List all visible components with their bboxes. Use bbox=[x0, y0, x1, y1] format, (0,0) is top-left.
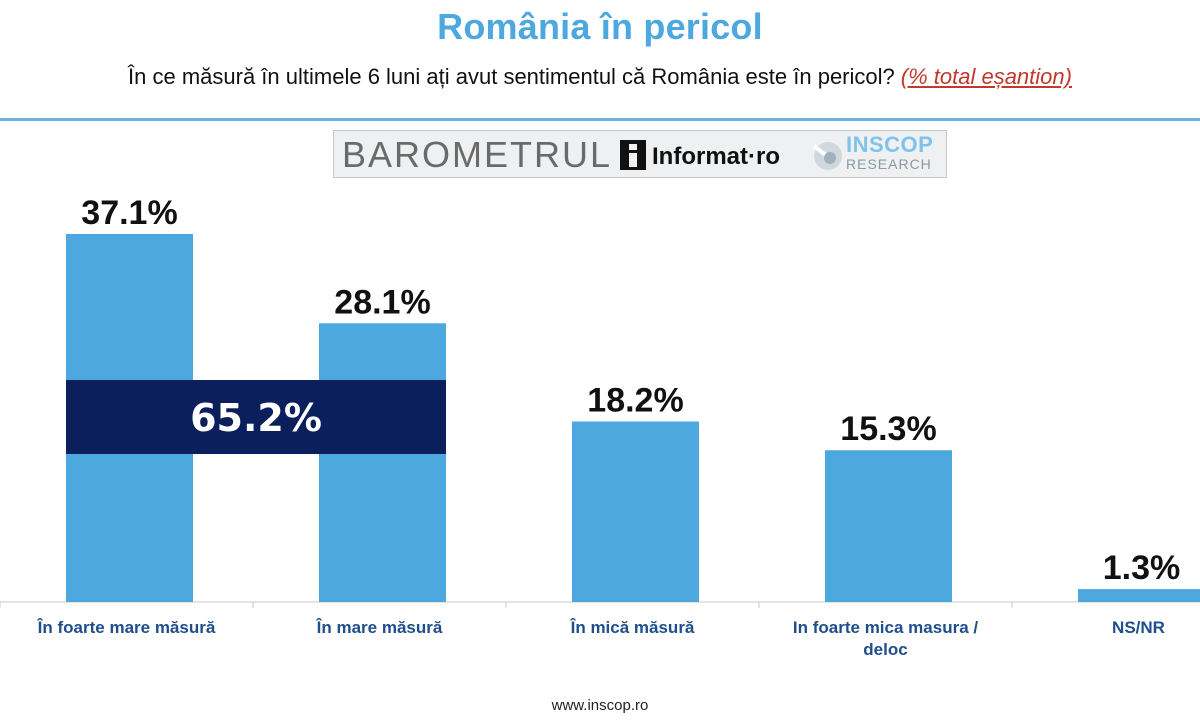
bar-value-label: 15.3% bbox=[840, 410, 936, 448]
x-tick-label: În mare măsură bbox=[316, 618, 443, 637]
bar-value-label: 37.1% bbox=[81, 194, 177, 232]
x-tick-label: În foarte mare măsură bbox=[37, 618, 216, 637]
barometru-wordmark: BAROMETRUL bbox=[342, 134, 613, 175]
chart-subtitle: În ce măsură în ultimele 6 luni ați avut… bbox=[0, 64, 1200, 90]
x-tick-label: În mică măsură bbox=[570, 618, 695, 637]
bar bbox=[1078, 589, 1200, 602]
research-wordmark: RESEARCH bbox=[846, 156, 932, 172]
combined-total-label: 65.2% bbox=[190, 396, 322, 440]
x-tick-label: NS/NR bbox=[1112, 618, 1165, 637]
barometru-banner: BAROMETRUL Informat·ro INSCOP RESEARCH bbox=[333, 130, 947, 178]
bar-value-label: 18.2% bbox=[587, 381, 683, 419]
informat-wordmark: Informat·ro bbox=[652, 143, 780, 170]
informat-logo-icon bbox=[620, 140, 646, 170]
header-divider bbox=[0, 118, 1200, 121]
inscop-logo-icon bbox=[812, 142, 842, 170]
bar-value-label: 28.1% bbox=[334, 283, 430, 321]
bar-value-label: 1.3% bbox=[1103, 549, 1181, 587]
combined-total-band bbox=[66, 380, 446, 454]
bar bbox=[319, 323, 446, 602]
subtitle-note: (% total eșantion) bbox=[900, 64, 1072, 89]
bar bbox=[572, 421, 699, 602]
x-tick-label: In foarte mica masura / bbox=[793, 618, 978, 637]
inscop-wordmark: INSCOP bbox=[846, 132, 934, 157]
chart-title: România în pericol bbox=[437, 6, 763, 47]
subtitle-question: În ce măsură în ultimele 6 luni ați avut… bbox=[128, 64, 895, 89]
bar-chart: 37.1% În foarte mare măsură 28.1% În mare m… bbox=[0, 194, 1200, 659]
footer-url: www.inscop.ro bbox=[551, 697, 649, 714]
x-tick-label: deloc bbox=[863, 640, 907, 659]
bar bbox=[825, 450, 952, 602]
